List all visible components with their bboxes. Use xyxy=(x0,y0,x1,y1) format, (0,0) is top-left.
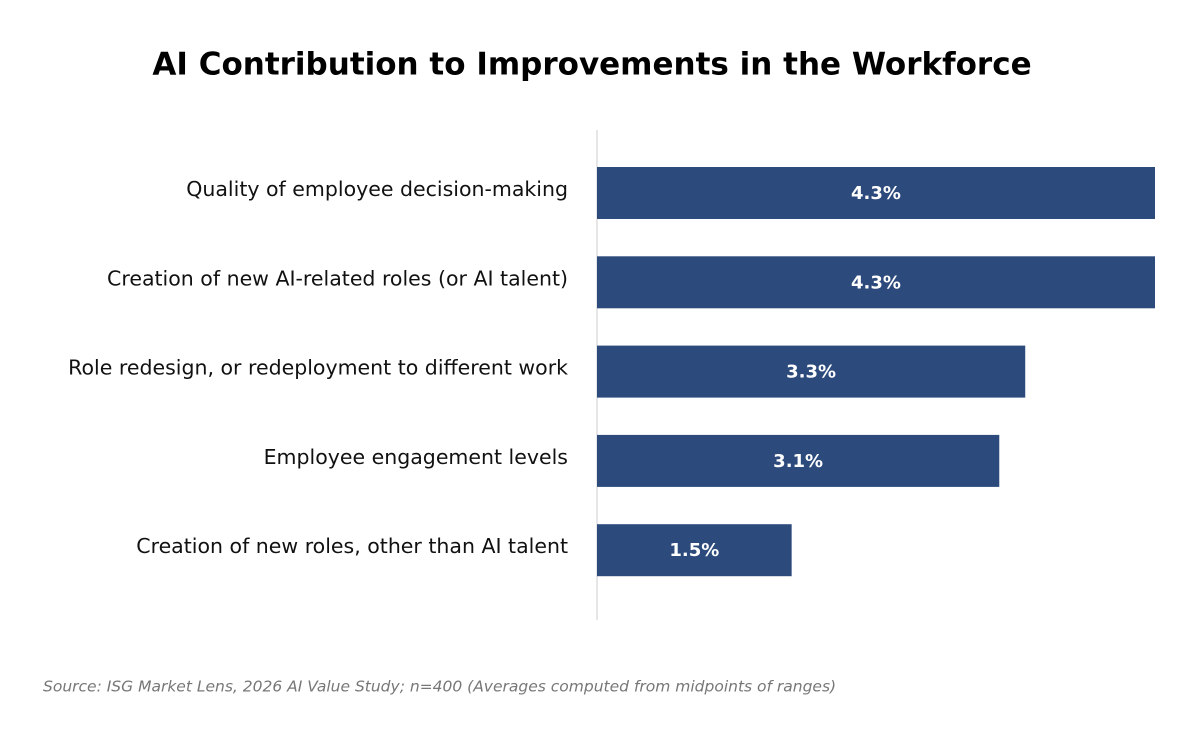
category-label: Creation of new roles, other than AI tal… xyxy=(136,534,568,558)
bar xyxy=(597,256,1155,309)
value-label: 4.3% xyxy=(851,183,901,204)
bar xyxy=(597,524,792,577)
chart-title: AI Contribution to Improvements in the W… xyxy=(152,47,1031,83)
bar xyxy=(597,434,1000,487)
category-label: Role redesign, or redeployment to differ… xyxy=(68,356,568,380)
source-note: Source: ISG Market Lens, 2026 AI Value S… xyxy=(43,678,836,696)
category-label: Employee engagement levels xyxy=(264,445,568,469)
bar xyxy=(597,167,1155,219)
category-label: Creation of new AI-related roles (or AI … xyxy=(107,266,568,290)
value-label: 3.1% xyxy=(773,451,823,472)
value-label: 4.3% xyxy=(851,272,901,293)
value-label: 1.5% xyxy=(669,540,719,561)
category-label: Quality of employee decision-making xyxy=(186,177,568,201)
bar xyxy=(597,345,1026,398)
value-label: 3.3% xyxy=(786,362,836,383)
